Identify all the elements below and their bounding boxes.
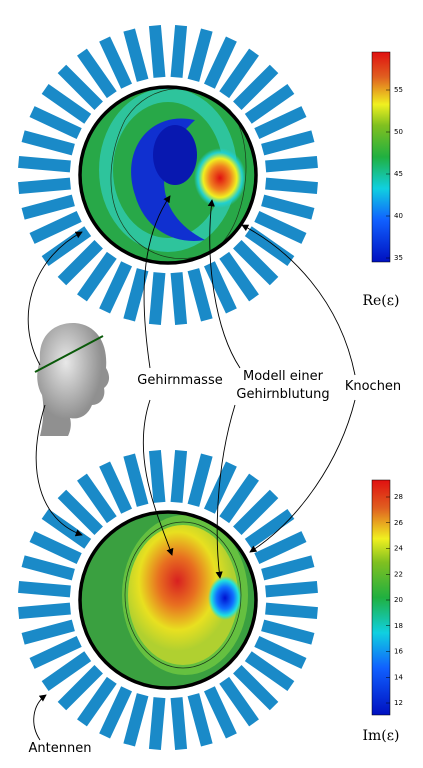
antenna	[57, 665, 103, 711]
antenna	[99, 686, 133, 739]
antenna	[123, 453, 149, 507]
label-bone: Knochen	[345, 379, 401, 394]
permittivity-map-imag	[78, 510, 258, 690]
antenna	[187, 28, 213, 82]
head-icon	[34, 322, 110, 436]
antenna	[57, 64, 103, 110]
colorbar-tick-label: 14	[394, 673, 403, 681]
antenna	[219, 251, 259, 302]
antenna	[41, 84, 92, 124]
antenna	[187, 453, 213, 507]
antenna	[29, 210, 82, 244]
label-hemorrhage: Gehirnblutung	[236, 387, 329, 402]
antenna	[18, 155, 71, 173]
antenna	[261, 194, 315, 220]
antenna	[18, 602, 71, 620]
colorbar-tick-label: 35	[394, 254, 403, 262]
antenna	[170, 25, 188, 78]
antenna	[148, 272, 166, 325]
antenna	[233, 489, 279, 535]
antenna	[233, 64, 279, 110]
colorbar-tick-label: 24	[394, 545, 403, 553]
antenna	[29, 531, 82, 565]
antenna	[21, 130, 75, 156]
colorbar-tick-label: 20	[394, 596, 403, 604]
antenna	[203, 461, 237, 514]
antenna	[203, 686, 237, 739]
antenna	[265, 602, 318, 620]
antenna	[187, 693, 213, 747]
antenna	[219, 676, 259, 727]
antenna	[187, 268, 213, 322]
colorbar-tick-label: 40	[394, 212, 403, 220]
antenna	[233, 240, 279, 286]
antenna	[170, 697, 188, 750]
antenna	[254, 635, 307, 669]
antenna	[77, 676, 117, 727]
antenna	[99, 461, 133, 514]
antenna	[99, 261, 133, 314]
colorbar-tick-label: 26	[394, 519, 403, 527]
colorbar-tick-label: 12	[394, 699, 403, 707]
antenna	[148, 450, 166, 503]
antenna	[244, 226, 295, 266]
antenna	[254, 210, 307, 244]
antenna	[123, 28, 149, 82]
antenna	[219, 473, 259, 524]
antenna	[21, 619, 75, 645]
antenna	[244, 509, 295, 549]
antenna	[123, 693, 149, 747]
antenna	[18, 177, 71, 195]
antenna	[203, 36, 237, 89]
antenna	[29, 635, 82, 669]
antenna	[244, 84, 295, 124]
label-antennas: Antennen	[29, 741, 92, 756]
antenna	[265, 580, 318, 598]
antenna	[18, 580, 71, 598]
colorbar-tick-label: 16	[394, 648, 403, 656]
antenna	[99, 36, 133, 89]
antenna	[41, 651, 92, 691]
antenna	[170, 272, 188, 325]
antenna	[265, 155, 318, 173]
antenna	[261, 619, 315, 645]
colorbar-imag	[371, 479, 391, 716]
antenna	[57, 240, 103, 286]
antenna	[148, 697, 166, 750]
colorbar-label: Re(ε)	[362, 293, 399, 309]
antenna-array	[18, 25, 318, 750]
antenna	[244, 651, 295, 691]
colorbar-tick-label: 50	[394, 128, 403, 136]
antenna	[57, 489, 103, 535]
colorbar-tick-label: 18	[394, 622, 403, 630]
permittivity-map-real	[78, 85, 258, 265]
colorbar-label: Im(ε)	[363, 728, 400, 744]
antenna	[219, 48, 259, 99]
antenna	[203, 261, 237, 314]
colorbar-tick-label: 45	[394, 170, 403, 178]
antenna	[29, 106, 82, 140]
antenna	[254, 106, 307, 140]
antenna	[233, 665, 279, 711]
antenna	[261, 555, 315, 581]
antenna	[148, 25, 166, 78]
label-hemorrhage: Modell einer	[243, 369, 324, 384]
antenna	[21, 194, 75, 220]
colorbar-tick-label: 55	[394, 86, 403, 94]
label-brain-mass: Gehirnmasse	[137, 373, 222, 388]
antenna	[265, 177, 318, 195]
colorbar-tick-label: 28	[394, 493, 403, 501]
antenna	[21, 555, 75, 581]
antenna	[77, 473, 117, 524]
colorbar-real	[371, 51, 391, 263]
antenna	[77, 251, 117, 302]
antenna	[170, 450, 188, 503]
antenna	[77, 48, 117, 99]
antenna	[123, 268, 149, 322]
colorbar-tick-label: 22	[394, 570, 403, 578]
antenna	[261, 130, 315, 156]
antenna	[254, 531, 307, 565]
antenna	[41, 509, 92, 549]
